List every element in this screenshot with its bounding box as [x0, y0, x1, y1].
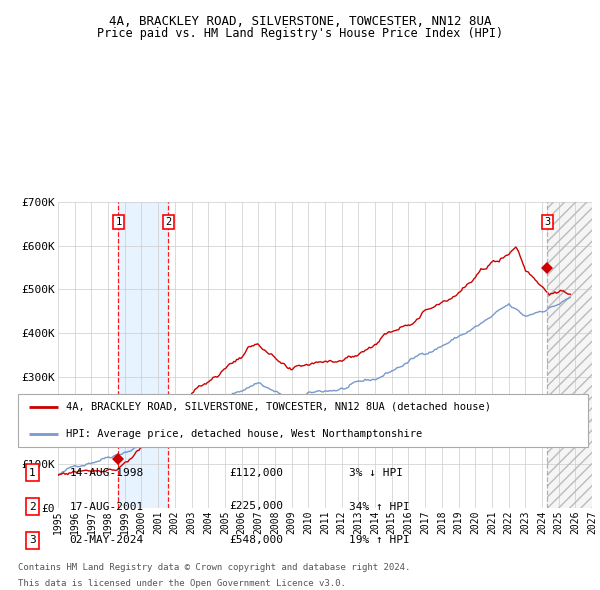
Bar	[547, 202, 592, 508]
Text: 3: 3	[544, 217, 551, 227]
Bar	[118, 202, 169, 508]
FancyBboxPatch shape	[18, 394, 588, 447]
Text: 4A, BRACKLEY ROAD, SILVERSTONE, TOWCESTER, NN12 8UA (detached house): 4A, BRACKLEY ROAD, SILVERSTONE, TOWCESTE…	[67, 402, 491, 412]
Text: 3% ↓ HPI: 3% ↓ HPI	[349, 467, 403, 477]
Text: 34% ↑ HPI: 34% ↑ HPI	[349, 502, 409, 512]
Text: Price paid vs. HM Land Registry's House Price Index (HPI): Price paid vs. HM Land Registry's House …	[97, 27, 503, 40]
Text: 02-MAY-2024: 02-MAY-2024	[70, 536, 143, 546]
Text: 4A, BRACKLEY ROAD, SILVERSTONE, TOWCESTER, NN12 8UA: 4A, BRACKLEY ROAD, SILVERSTONE, TOWCESTE…	[109, 15, 491, 28]
Text: 2: 2	[166, 217, 172, 227]
Text: Contains HM Land Registry data © Crown copyright and database right 2024.: Contains HM Land Registry data © Crown c…	[18, 562, 410, 572]
Text: 1: 1	[29, 467, 35, 477]
Text: This data is licensed under the Open Government Licence v3.0.: This data is licensed under the Open Gov…	[18, 579, 346, 588]
Text: £112,000: £112,000	[229, 467, 283, 477]
Text: HPI: Average price, detached house, West Northamptonshire: HPI: Average price, detached house, West…	[67, 430, 422, 439]
Text: 1: 1	[115, 217, 122, 227]
Bar	[547, 202, 592, 508]
Text: £548,000: £548,000	[229, 536, 283, 546]
Text: 17-AUG-2001: 17-AUG-2001	[70, 502, 143, 512]
Text: 2: 2	[29, 502, 35, 512]
Text: 3: 3	[29, 536, 35, 546]
Text: 19% ↑ HPI: 19% ↑ HPI	[349, 536, 409, 546]
Text: £225,000: £225,000	[229, 502, 283, 512]
Text: 14-AUG-1998: 14-AUG-1998	[70, 467, 143, 477]
